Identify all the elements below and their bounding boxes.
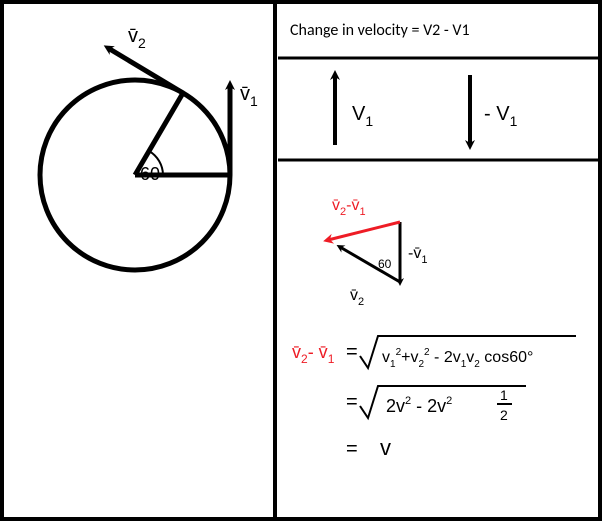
eq2-frac-num: 1 (500, 387, 508, 403)
tri-v2-label: v̄2 (350, 287, 364, 308)
eq-lhs: v̄2- v̄1 (292, 342, 335, 366)
tri-neg-v1-label: -v̄1 (408, 245, 427, 266)
tri-resultant-label: v̄2-v̄1 (332, 197, 366, 218)
diagram-frame: 60 v̄1 v̄2 Change in velocity = V2 - V1 … (0, 0, 602, 521)
left-panel: 60 v̄1 v̄2 (40, 25, 258, 270)
eq2-expr: 2v2 - 2v2 (386, 395, 452, 416)
tri-resultant (328, 222, 400, 240)
eq1-equals: = (346, 341, 358, 363)
vector-triangle: -v̄1 v̄2 v̄2-v̄1 60 (328, 197, 427, 308)
eq1-expr: v12+v22 - 2v1v2 cos60° (382, 347, 533, 370)
eq3-value: v (380, 435, 391, 460)
eq3-equals: = (346, 438, 358, 460)
right-panel: Change in velocity = V2 - V1 V1 - V1 -v̄… (278, 21, 598, 460)
equations: v̄2- v̄1 = v12+v22 - 2v1v2 cos60° = 2v2 … (292, 336, 576, 460)
angle-label-60: 60 (140, 164, 160, 184)
tri-angle-60: 60 (378, 257, 392, 271)
v1-label: v̄1 (240, 83, 258, 109)
diagram-svg: 60 v̄1 v̄2 Change in velocity = V2 - V1 … (0, 0, 602, 521)
v2-label: v̄2 (128, 25, 146, 51)
eq2-fraction: 1 2 (497, 387, 512, 423)
v2-arrow (108, 48, 183, 93)
neg-v1-down-label: - V1 (484, 103, 518, 129)
header-text: Change in velocity = V2 - V1 (290, 21, 470, 40)
eq2-frac-den: 2 (500, 407, 508, 423)
v1-up-label: V1 (352, 103, 373, 129)
eq2-equals: = (346, 391, 358, 413)
